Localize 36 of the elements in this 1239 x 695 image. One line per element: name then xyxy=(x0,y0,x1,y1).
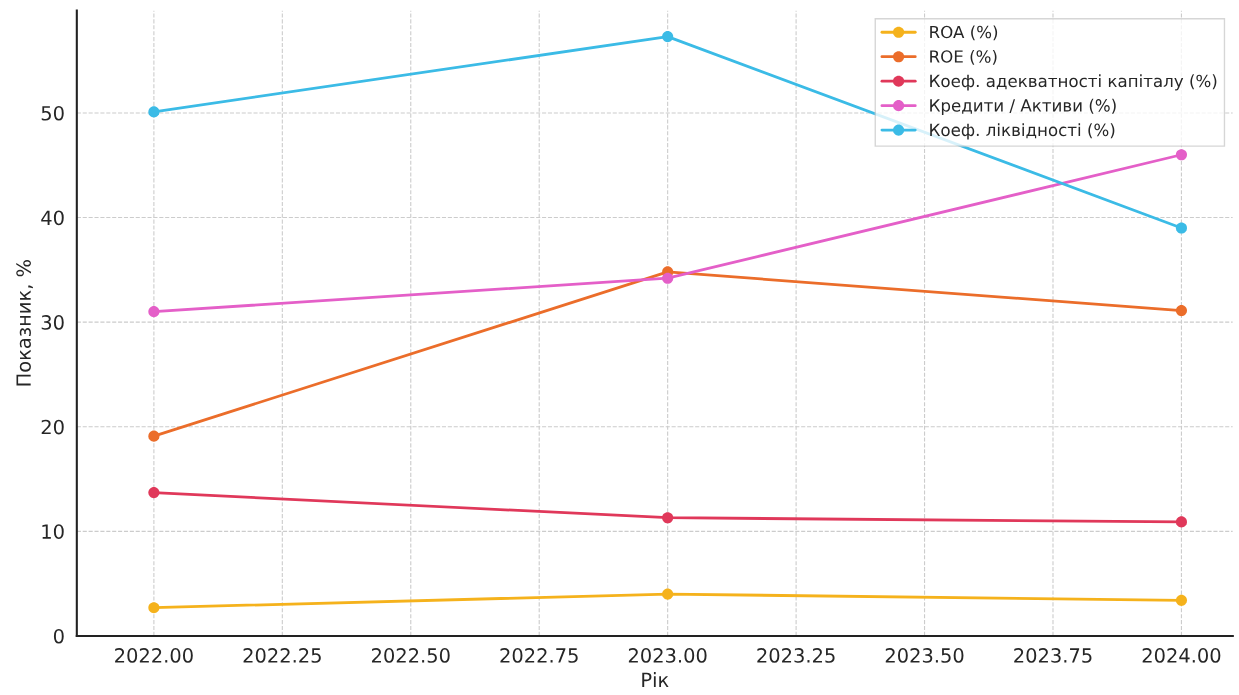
y-tick-label: 50 xyxy=(41,105,64,121)
x-tick-label: 2022.50 xyxy=(371,648,450,663)
x-tick-label: 2024.00 xyxy=(1142,648,1221,663)
x-tick-label: 2023.25 xyxy=(757,648,835,663)
x-axis-title: Рік xyxy=(642,672,669,687)
point xyxy=(148,306,160,318)
y-tick-label: 30 xyxy=(41,315,64,330)
point xyxy=(662,588,674,600)
point xyxy=(1175,305,1187,317)
point xyxy=(662,512,674,524)
legend-label: Коеф. ліквідності (%) xyxy=(930,123,1115,140)
y-axis-title: Показник, % xyxy=(16,260,33,386)
y-tick-label: 20 xyxy=(41,419,64,435)
legend-label: Коеф. адекватності капіталу (%) xyxy=(930,74,1217,91)
point xyxy=(148,487,160,499)
point xyxy=(1175,594,1187,606)
point xyxy=(148,106,160,118)
x-tick-label: 2023.75 xyxy=(1014,648,1092,663)
legend-label: Кредити / Активи (%) xyxy=(930,98,1116,115)
point xyxy=(662,31,674,43)
y-tick-label: 0 xyxy=(53,628,64,644)
x-tick-label: 2022.75 xyxy=(500,648,578,663)
point xyxy=(148,430,160,442)
legend-label: ROA (%) xyxy=(930,25,998,41)
x-tick-label: 2023.50 xyxy=(885,648,964,663)
legend-label: ROE (%) xyxy=(930,49,997,65)
x-tick-label: 2022.25 xyxy=(243,648,321,663)
y-tick-label: 10 xyxy=(42,524,64,539)
point xyxy=(1175,516,1187,528)
point xyxy=(1175,149,1187,161)
x-tick-label: 2022.00 xyxy=(115,648,193,663)
point xyxy=(662,272,674,284)
x-tick-label: 2023.00 xyxy=(628,648,707,663)
point xyxy=(1175,222,1187,234)
y-tick-label: 40 xyxy=(41,210,64,226)
point xyxy=(148,602,160,614)
